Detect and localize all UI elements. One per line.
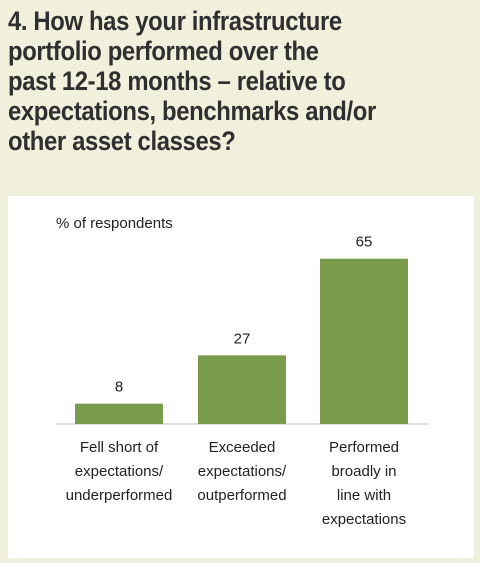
category-label-3-line-4: expectations — [322, 511, 406, 528]
category-label-2-line-1: Exceeded — [209, 439, 276, 456]
bar-3 — [320, 258, 408, 424]
category-label-3-line-1: Performed — [329, 439, 399, 456]
question-line-1: 4. How has your infrastructure — [8, 6, 342, 36]
category-label-3-line-3: line with — [337, 487, 391, 504]
chart-panel: % of respondents 8 27 65 Fell short of expe… — [8, 196, 474, 558]
category-label-3-line-2: broadly in — [331, 463, 396, 480]
category-label-2-line-2: expectations/ — [198, 463, 287, 480]
bar-2 — [198, 355, 286, 424]
category-label-1-line-3: underperformed — [66, 487, 173, 504]
question-line-3: past 12-18 months – relative to — [8, 66, 346, 96]
category-label-1-line-2: expectations/ — [75, 463, 164, 480]
bar-chart: % of respondents 8 27 65 Fell short of expe… — [56, 215, 428, 528]
question-title: 4. How has your infrastructure portfolio… — [8, 6, 472, 156]
bar-1 — [75, 403, 163, 424]
value-label-1: 8 — [115, 379, 123, 396]
category-label-2-line-3: outperformed — [197, 487, 286, 504]
y-axis-label: % of respondents — [56, 215, 173, 232]
category-label-1-line-1: Fell short of — [80, 439, 159, 456]
question-line-2: portfolio performed over the — [8, 36, 319, 66]
question-line-5: other asset classes? — [8, 126, 236, 156]
question-line-4: expectations, benchmarks and/or — [8, 96, 376, 126]
value-label-3: 65 — [356, 234, 373, 251]
value-label-2: 27 — [234, 330, 251, 347]
